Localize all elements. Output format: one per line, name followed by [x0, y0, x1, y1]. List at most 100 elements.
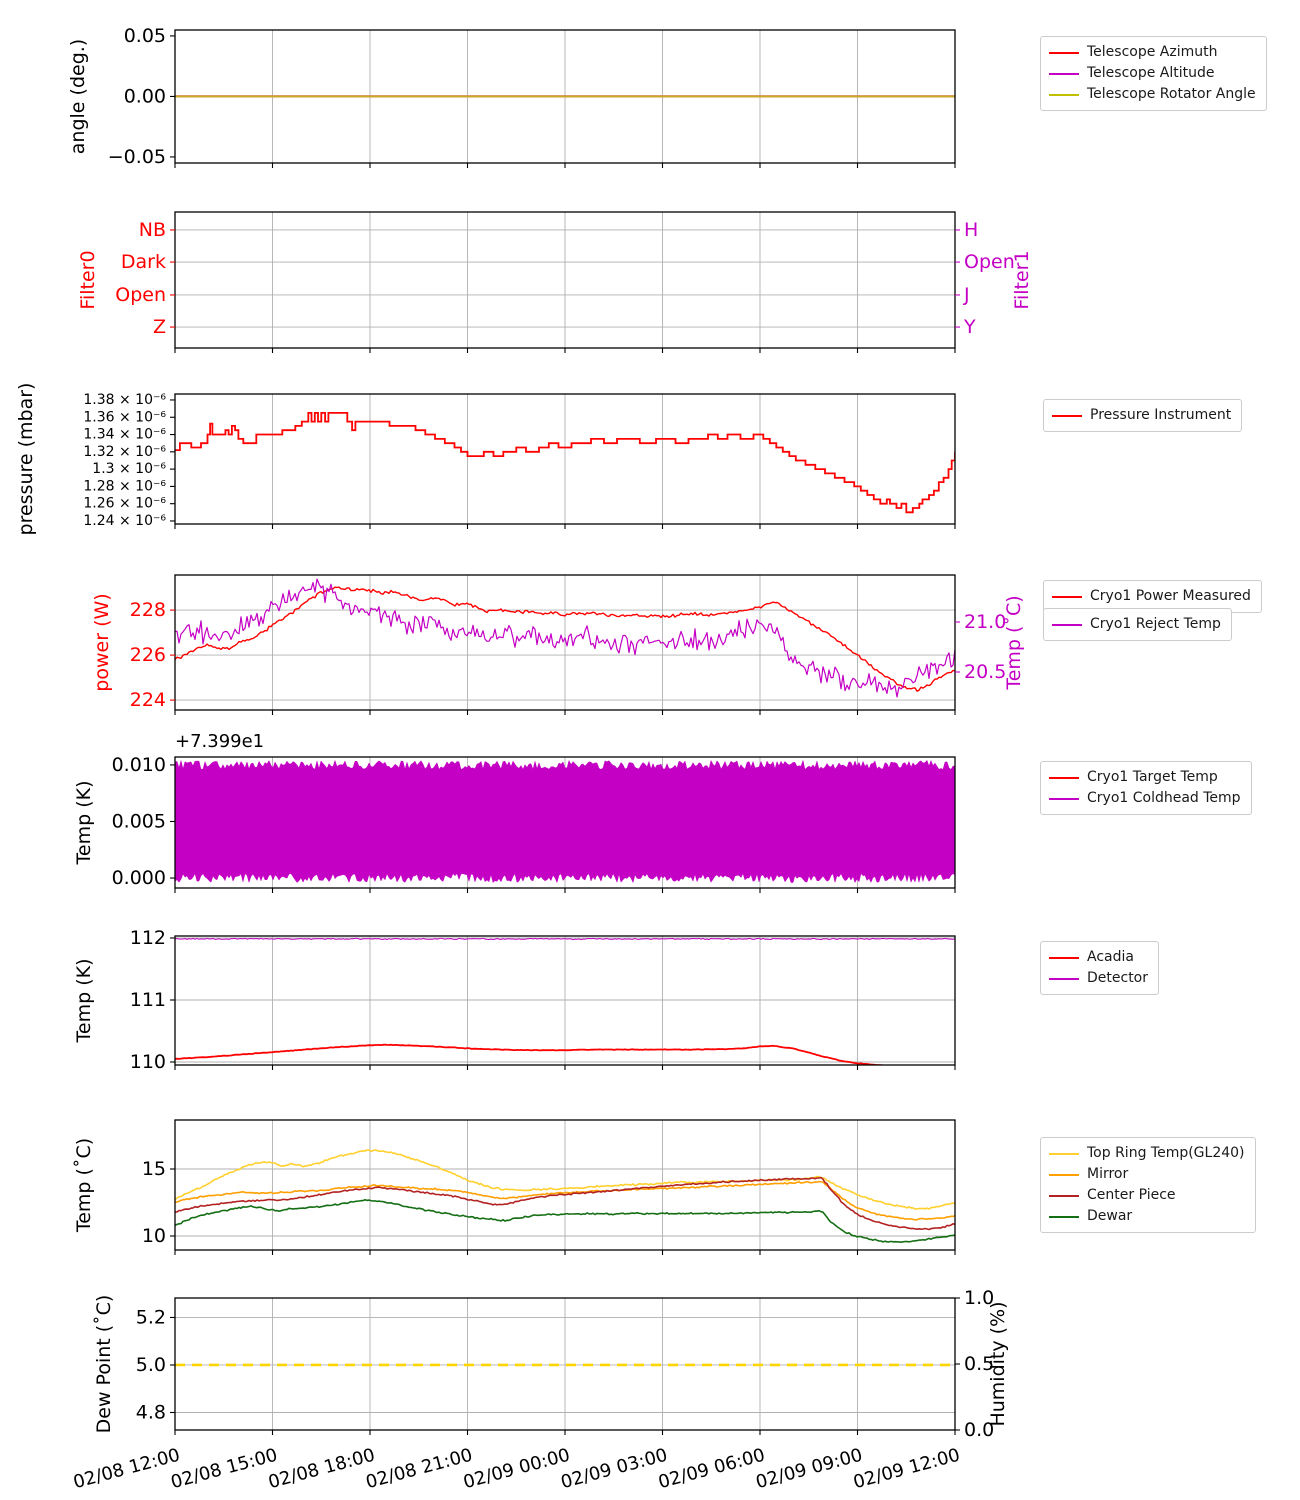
- y-tick-label: 0.000: [112, 867, 166, 889]
- legend-item: Top Ring Temp(GL240): [1049, 1143, 1245, 1164]
- y-tick-label: 0.005: [112, 810, 166, 832]
- legend-label: Telescope Altitude: [1087, 65, 1215, 81]
- series-acadia: [175, 1043, 955, 1065]
- legend-label: Center Piece: [1087, 1187, 1176, 1203]
- x-tick-label: 02/08 12:00: [71, 1445, 182, 1494]
- legend-swatch-dewar: [1049, 1215, 1079, 1218]
- axis-label-left: pressure (mbar): [15, 383, 37, 536]
- legend-item: Cryo1 Target Temp: [1049, 767, 1241, 788]
- y-tick-label: 0.010: [112, 754, 166, 776]
- legend-item: Pressure Instrument: [1052, 405, 1231, 426]
- legend-label: Acadia: [1087, 949, 1134, 965]
- series-pressure-instrument: [175, 412, 955, 514]
- y-tick-label: 1.36 × 10⁻⁶: [83, 409, 166, 425]
- legend-label: Dewar: [1087, 1208, 1133, 1224]
- axis-label-right: Filter1: [1011, 250, 1033, 309]
- legend-item: Cryo1 Coldhead Temp: [1049, 788, 1241, 809]
- y-tick-label: 0.05: [124, 25, 166, 47]
- legend-label: Cryo1 Coldhead Temp: [1087, 790, 1241, 806]
- y-tick-label: 5.0: [136, 1354, 166, 1376]
- legend-cryo-target-coldhead: Cryo1 Target Temp Cryo1 Coldhead Temp: [1040, 761, 1252, 815]
- axis-label-left: Dew Point (˚C): [93, 1295, 115, 1434]
- legend-label: Detector: [1087, 970, 1149, 986]
- axis-label-left: power (W): [91, 593, 113, 691]
- y-tick-label: Open: [964, 251, 1015, 273]
- legend-swatch-cryo1-coldhead-temp: [1049, 797, 1079, 800]
- legend-swatch-acadia: [1049, 956, 1079, 959]
- series-cryo1-reject-temp: [175, 578, 955, 698]
- legend-item: Dewar: [1049, 1206, 1245, 1227]
- y-tick-label: 1.24 × 10⁻⁶: [83, 513, 166, 529]
- legend-acadia-detector: Acadia Detector: [1040, 941, 1160, 995]
- panel-filters: NB Dark Open Z Filter0 H Open JY Filter1: [77, 211, 1033, 353]
- panel-cryo-target-coldhead: 0.010 0.005 0.000 Temp (K) +7.399e1: [73, 731, 956, 893]
- y-tick-label: Z: [153, 316, 166, 338]
- x-tick-label: 02/08 18:00: [266, 1445, 377, 1494]
- y-tick-label: 112: [130, 927, 166, 949]
- legend-cryo-power-reject: Cryo1 Power Measured: [1043, 580, 1262, 613]
- legend-swatch-telescope-rotator-angle: [1049, 93, 1079, 96]
- series-center-piece: [175, 1176, 955, 1231]
- legend-swatch-detector: [1049, 977, 1079, 980]
- series-top-ring-temp-gl240-: [175, 1149, 955, 1210]
- legend-item: Detector: [1049, 968, 1148, 989]
- legend-swatch-cryo1-target-temp: [1049, 776, 1079, 779]
- y-tick-label: 1.0: [964, 1287, 994, 1309]
- panel-telescope-angles: 0.05 0.00 −0.05 angle (deg.): [67, 25, 956, 168]
- legend-swatch-pressure-instrument: [1052, 414, 1082, 417]
- x-tick-label: 02/08 21:00: [364, 1445, 475, 1494]
- legend-item: Cryo1 Reject Temp: [1052, 614, 1221, 635]
- axis-label-right: Humidity (%): [987, 1301, 1009, 1426]
- axis-label-left: Temp (K): [73, 959, 95, 1044]
- legend-item: Mirror: [1049, 1164, 1245, 1185]
- legend-item: Cryo1 Power Measured: [1052, 586, 1251, 607]
- panel-acadia-detector: 112 111 110 Temp (K): [73, 927, 956, 1073]
- y-tick-label: 4.8: [136, 1401, 166, 1423]
- series-dewar: [175, 1199, 955, 1243]
- series-mirror: [175, 1180, 955, 1221]
- y-tick-label: 0.5: [964, 1353, 994, 1375]
- legend-label: Cryo1 Target Temp: [1087, 769, 1218, 785]
- y-tick-label: 1.32 × 10⁻⁶: [83, 444, 166, 460]
- legend-swatch-cryo1-power-measured: [1052, 595, 1082, 598]
- y-tick-label: 111: [130, 989, 166, 1011]
- y-tick-label: 21.0: [964, 611, 1006, 633]
- y-tick-label: 1.28 × 10⁻⁶: [83, 478, 166, 494]
- y-tick-label: J: [963, 284, 970, 306]
- legend-swatch-top-ring-temp-gl240-: [1049, 1152, 1079, 1155]
- y-tick-label: 1.26 × 10⁻⁶: [83, 496, 166, 512]
- x-tick-label: 02/08 15:00: [169, 1445, 280, 1494]
- legend-label: Top Ring Temp(GL240): [1087, 1145, 1245, 1161]
- legend-item: Center Piece: [1049, 1185, 1245, 1206]
- legend-label: Cryo1 Power Measured: [1090, 588, 1251, 604]
- axis-label-left: Temp (K): [73, 781, 95, 866]
- legend-item: Acadia: [1049, 947, 1148, 968]
- y-tick-label: 1.38 × 10⁻⁶: [83, 392, 166, 408]
- series-detector: [175, 937, 955, 941]
- series-cryo1-coldhead-temp: [175, 759, 955, 884]
- panel-structure-temps: 15 10 Temp (˚C): [73, 1119, 956, 1255]
- axis-label-right: Temp (˚C): [1003, 595, 1025, 690]
- legend-label: Pressure Instrument: [1090, 407, 1232, 423]
- y-tick-label: −0.05: [108, 146, 166, 168]
- y-tick-label: Dark: [121, 251, 166, 273]
- axis-label-left: Filter0: [77, 250, 99, 309]
- legend-label: Telescope Rotator Angle: [1087, 86, 1256, 102]
- y-tick-label: 226: [130, 644, 166, 666]
- y-tick-label: 10: [142, 1225, 166, 1247]
- axis-label-left: Temp (˚C): [73, 1138, 95, 1233]
- y-tick-label: Open: [115, 284, 166, 306]
- legend-item: Telescope Altitude: [1049, 63, 1256, 84]
- legend-swatch-mirror: [1049, 1173, 1079, 1176]
- legend-swatch-telescope-altitude: [1049, 72, 1079, 75]
- y-tick-label: H: [964, 219, 978, 241]
- series-cryo1-power-measured: [175, 586, 955, 692]
- panel-dewpoint-humidity: 5.2 5.0 4.8 Dew Point (˚C) 1.0 0.5 0.0Humidity…: [93, 1287, 1009, 1441]
- legend-label: Telescope Azimuth: [1087, 44, 1218, 60]
- y-tick-label: 5.2: [136, 1306, 166, 1328]
- legend-label: Cryo1 Reject Temp: [1090, 616, 1221, 632]
- x-tick-label: 02/09 03:00: [559, 1445, 670, 1494]
